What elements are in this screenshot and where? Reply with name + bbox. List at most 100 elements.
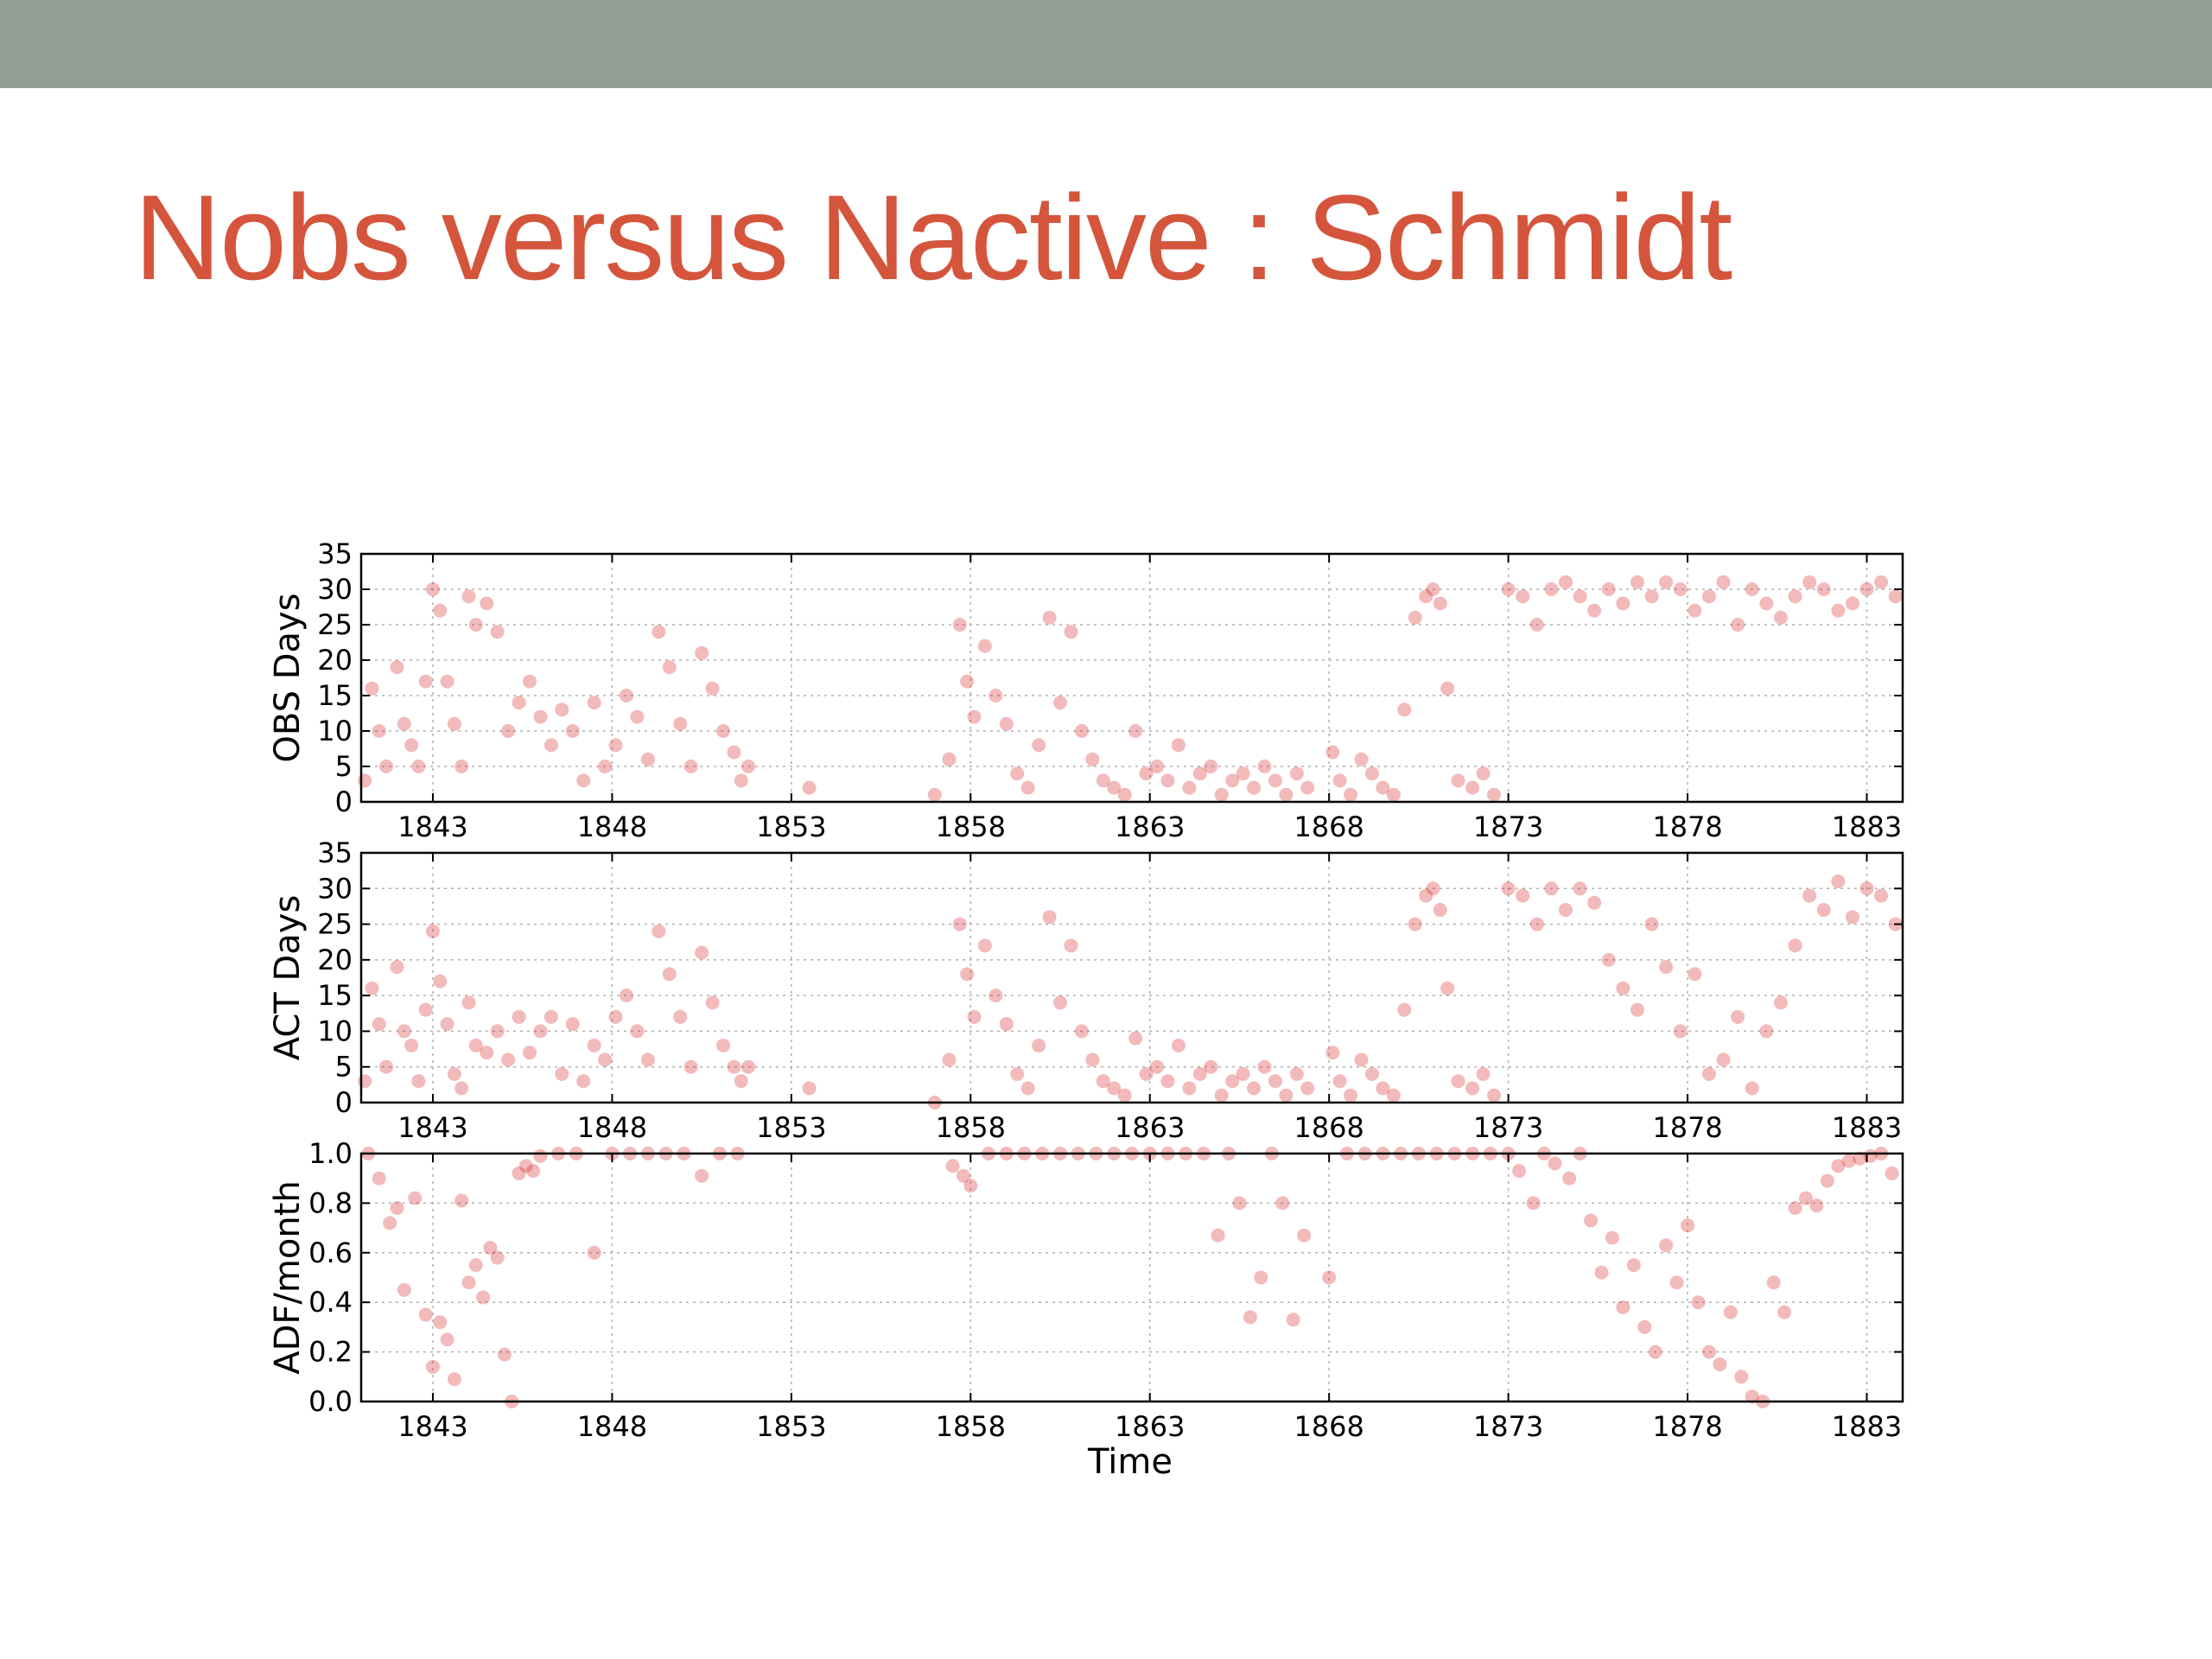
data-point bbox=[1476, 1066, 1491, 1081]
data-point bbox=[1042, 610, 1057, 625]
data-point bbox=[1214, 1088, 1229, 1103]
data-point bbox=[1788, 938, 1802, 953]
data-point bbox=[1279, 787, 1294, 802]
data-point bbox=[576, 1074, 591, 1089]
data-point bbox=[1150, 760, 1165, 773]
data-point bbox=[1085, 752, 1100, 766]
data-point bbox=[1053, 995, 1068, 1010]
data-point bbox=[652, 924, 666, 938]
data-point bbox=[433, 974, 448, 988]
data-point bbox=[440, 1017, 454, 1032]
y-tick-label: 1.0 bbox=[308, 1137, 353, 1170]
data-point bbox=[683, 1059, 698, 1074]
data-point bbox=[1204, 760, 1218, 773]
panel-adf-month: 1843 1848 1853 1858 1863 1868 1873 1878 1883 0.0 0… bbox=[268, 1137, 1904, 1443]
data-point bbox=[1859, 881, 1874, 896]
plot-area bbox=[361, 554, 1903, 802]
x-tick-label: 1868 bbox=[1294, 1111, 1363, 1144]
data-point bbox=[480, 596, 494, 611]
y-tick-label: 20 bbox=[317, 944, 353, 976]
data-point bbox=[1279, 1088, 1294, 1103]
data-point bbox=[1300, 1081, 1315, 1096]
data-point bbox=[1788, 589, 1802, 604]
data-point bbox=[1344, 787, 1358, 802]
data-point bbox=[1859, 582, 1874, 596]
data-point bbox=[1247, 1081, 1262, 1096]
data-point bbox=[433, 1315, 448, 1330]
data-point bbox=[942, 752, 957, 766]
x-tick-label: 1853 bbox=[756, 1410, 826, 1443]
data-point bbox=[1816, 582, 1831, 596]
data-point bbox=[1386, 1088, 1401, 1103]
data-point bbox=[1759, 596, 1774, 611]
data-point bbox=[1845, 910, 1859, 925]
data-point bbox=[1601, 582, 1616, 596]
data-point bbox=[1289, 766, 1304, 781]
data-point bbox=[1433, 596, 1447, 611]
data-point bbox=[1616, 1300, 1630, 1314]
data-point bbox=[454, 760, 469, 773]
data-point bbox=[1074, 724, 1089, 738]
data-point bbox=[1376, 1081, 1390, 1096]
y-tick-label: 30 bbox=[317, 573, 353, 606]
data-point bbox=[1701, 589, 1716, 604]
data-point bbox=[741, 1059, 756, 1074]
data-point bbox=[977, 639, 992, 653]
data-point bbox=[1150, 1059, 1165, 1074]
data-point bbox=[1809, 1198, 1824, 1213]
x-tick-label: 1853 bbox=[756, 810, 826, 843]
data-point bbox=[1766, 1275, 1781, 1290]
data-point bbox=[705, 995, 720, 1010]
data-point bbox=[1874, 575, 1889, 589]
data-point bbox=[1032, 738, 1046, 753]
data-point bbox=[1669, 1275, 1684, 1290]
data-point bbox=[1516, 888, 1530, 903]
data-point bbox=[1601, 952, 1616, 967]
data-point bbox=[447, 1372, 461, 1387]
data-point bbox=[372, 1017, 386, 1032]
slide-title: Nobs versus Nactive : Schmidt bbox=[134, 169, 1732, 305]
plot-area bbox=[361, 853, 1903, 1103]
data-point bbox=[1584, 1213, 1599, 1228]
data-point bbox=[1010, 1066, 1025, 1081]
data-point bbox=[1386, 787, 1401, 802]
data-point bbox=[1648, 1344, 1662, 1359]
data-point bbox=[1544, 881, 1559, 896]
data-point bbox=[468, 1038, 483, 1052]
data-point bbox=[512, 1009, 526, 1024]
data-point bbox=[501, 724, 516, 738]
data-point bbox=[695, 645, 709, 660]
data-point bbox=[598, 1052, 613, 1067]
x-tick-label: 1863 bbox=[1115, 1111, 1185, 1144]
data-point bbox=[1426, 582, 1440, 596]
data-point bbox=[1225, 773, 1240, 788]
data-point bbox=[358, 1074, 372, 1089]
data-point bbox=[1512, 1164, 1527, 1179]
data-point bbox=[476, 1290, 491, 1305]
data-point bbox=[952, 917, 967, 931]
data-point bbox=[1716, 1052, 1731, 1067]
data-point bbox=[587, 1038, 601, 1052]
data-point bbox=[1139, 1066, 1154, 1081]
data-point bbox=[461, 589, 476, 604]
data-point bbox=[433, 603, 448, 618]
data-point bbox=[1257, 1059, 1272, 1074]
data-point bbox=[1182, 1081, 1197, 1096]
data-point bbox=[716, 1038, 731, 1052]
data-point bbox=[608, 1009, 623, 1024]
data-point bbox=[673, 716, 688, 731]
data-point bbox=[440, 674, 454, 689]
data-point bbox=[960, 674, 975, 689]
data-point bbox=[1107, 780, 1122, 795]
data-point bbox=[1032, 1038, 1046, 1052]
data-point bbox=[1573, 881, 1587, 896]
data-point bbox=[1364, 766, 1379, 781]
y-tick-label: 0 bbox=[335, 785, 353, 818]
data-point bbox=[1713, 1357, 1727, 1371]
data-point bbox=[1802, 575, 1817, 589]
data-point bbox=[1745, 1389, 1759, 1404]
data-point bbox=[555, 1066, 569, 1081]
data-point bbox=[411, 1074, 426, 1089]
x-tick-label: 1853 bbox=[756, 1111, 826, 1144]
